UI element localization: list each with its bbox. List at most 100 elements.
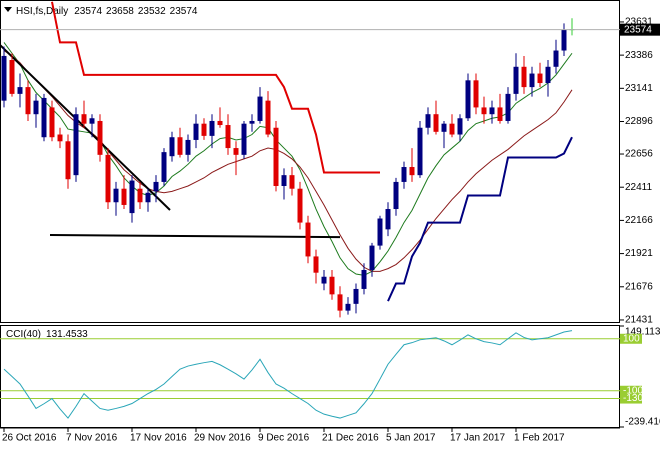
candle-body <box>521 66 527 88</box>
candle-body <box>81 114 87 124</box>
candle-body <box>73 114 79 176</box>
x-tick-label: 26 Oct 2016 <box>2 433 57 444</box>
trend-line <box>49 234 341 239</box>
level-box <box>620 393 642 404</box>
candle-body <box>433 114 439 132</box>
main-title: HSI,fs,Daily 23574 23658 23532 23574 <box>16 6 198 17</box>
candle-body <box>137 188 143 203</box>
candle-body <box>185 139 191 155</box>
x-tick-label: 7 Nov 2016 <box>66 433 118 444</box>
candle-body <box>209 120 215 136</box>
candle-body <box>441 123 447 132</box>
y-tick-label: 23386 <box>625 50 653 61</box>
candle-body <box>249 120 255 124</box>
cci-panel <box>0 325 620 428</box>
y-tick-label: 22411 <box>625 182 653 193</box>
candle-body <box>57 134 63 142</box>
candle-body <box>553 50 559 67</box>
last-low: 23532 <box>138 6 166 17</box>
candle-body <box>449 123 455 135</box>
cci-title: CCI(40) 131.4533 <box>6 329 88 340</box>
candle-body <box>457 118 463 135</box>
candle-body <box>313 256 319 273</box>
candle-body <box>281 175 287 186</box>
candle-body <box>409 167 415 176</box>
candle-body <box>465 80 471 119</box>
candle-body <box>481 107 487 115</box>
candle-body <box>305 222 311 257</box>
candle-body <box>393 181 399 210</box>
candle-body <box>177 137 183 155</box>
candle-body <box>257 96 263 121</box>
last-close: 23574 <box>170 6 198 17</box>
y-tick-label: 23631 <box>625 17 653 28</box>
candle-body <box>385 209 391 230</box>
candle-body <box>105 154 111 203</box>
x-tick-label: 5 Jan 2017 <box>386 433 436 444</box>
candle-body <box>561 29 567 51</box>
y-tick-label: 22896 <box>625 116 653 127</box>
cci-last: 131.4533 <box>46 329 88 340</box>
y-tick-label: 22656 <box>625 149 653 160</box>
candle-body <box>49 107 55 138</box>
last-high: 23658 <box>106 6 134 17</box>
cci-line <box>3 330 573 419</box>
overlay-line <box>3 42 573 276</box>
candle-body <box>505 93 511 121</box>
candle-body <box>41 97 47 138</box>
candle-body <box>129 180 135 214</box>
y-tick-label: 23141 <box>625 83 653 94</box>
menu-icon[interactable] <box>4 7 12 12</box>
candle-body <box>33 100 39 115</box>
y-tick-label: 21921 <box>625 248 653 259</box>
candle-body <box>529 73 535 88</box>
y-tick-label: -239.416 <box>625 417 660 428</box>
candle-body <box>337 294 343 311</box>
candle-body <box>265 100 271 135</box>
candle-body <box>121 188 127 205</box>
cci-name: CCI(40) <box>6 329 41 340</box>
level-label: -100 <box>623 385 643 396</box>
level-label: 100 <box>623 333 640 344</box>
candle-body <box>9 60 15 94</box>
candle-body <box>233 148 239 155</box>
last-open: 23574 <box>74 6 102 17</box>
candle-body <box>345 303 351 311</box>
candle-body <box>273 127 279 186</box>
candle-body <box>545 66 551 84</box>
candle-body <box>65 141 71 180</box>
candle-body <box>353 288 359 304</box>
level-box <box>620 333 642 344</box>
candle-body <box>153 181 159 192</box>
y-tick-label: 21431 <box>625 315 653 326</box>
candle-body <box>369 245 375 270</box>
level-label: -130 <box>623 393 643 404</box>
candle-body <box>537 73 543 84</box>
candle-body <box>361 269 367 289</box>
trend-line <box>0 44 171 211</box>
candle-body <box>113 188 119 203</box>
candle-body <box>161 152 167 182</box>
price-box <box>620 23 660 36</box>
candle-body <box>217 120 223 126</box>
candle-body <box>417 127 423 176</box>
candle-body <box>89 118 95 124</box>
candle-body <box>241 123 247 155</box>
y-tick-label: 21676 <box>625 281 653 292</box>
candle-body <box>321 276 327 284</box>
candle-body <box>225 125 231 149</box>
x-tick-label: 21 Dec 2016 <box>322 433 379 444</box>
candle-body <box>513 66 519 94</box>
x-tick-label: 9 Dec 2016 <box>258 433 310 444</box>
y-tick-label: 22166 <box>625 215 653 226</box>
candle-body <box>425 114 431 128</box>
x-tick-label: 17 Nov 2016 <box>130 433 187 444</box>
candle-body <box>169 137 175 157</box>
candle-body <box>201 123 207 136</box>
candle-body <box>1 55 7 101</box>
candle-body <box>497 107 503 121</box>
candle-body <box>489 107 495 115</box>
overlay-line <box>387 136 573 302</box>
candle-body <box>289 175 295 189</box>
